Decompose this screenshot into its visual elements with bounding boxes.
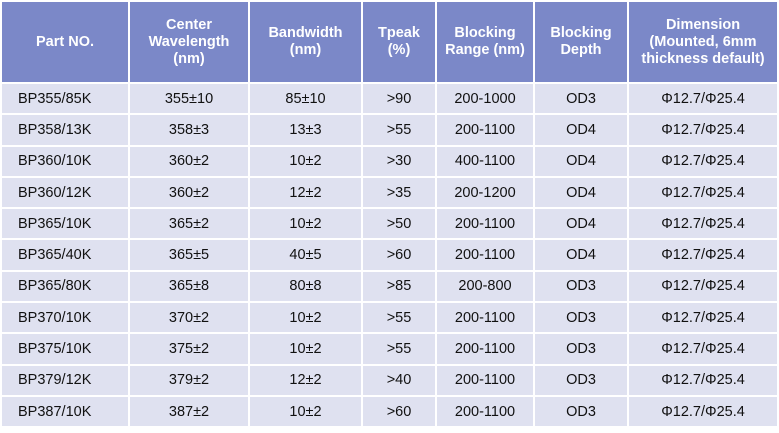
cell-center-wavelength: 360±2 — [130, 146, 248, 176]
header-part-no: Part NO. — [2, 2, 128, 82]
table-row: BP358/13K 358±3 13±3 >55 200-1100 OD4 Φ12.7/Φ2… — [2, 115, 777, 145]
cell-blocking-depth: OD4 — [535, 146, 627, 176]
cell-center-wavelength: 358±3 — [130, 115, 248, 145]
table-row: BP365/80K 365±8 80±8 >85 200-800 OD3 Φ12.7/Φ25… — [2, 271, 777, 302]
cell-blocking-depth: OD3 — [535, 365, 627, 395]
table-row: BP379/12K 379±2 12±2 >40 200-1100 OD3 Φ12.7/Φ2… — [2, 365, 777, 395]
cell-center-wavelength: 365±2 — [130, 209, 248, 239]
cell-tpeak: >60 — [363, 396, 435, 427]
cell-tpeak: >55 — [363, 334, 435, 364]
cell-bandwidth: 10±2 — [250, 209, 361, 239]
header-center-wavelength: Center Wavelength (nm) — [130, 2, 248, 82]
cell-blocking-depth: OD3 — [535, 334, 627, 364]
cell-center-wavelength: 360±2 — [130, 177, 248, 208]
header-blocking-range: Blocking Range (nm) — [437, 2, 533, 82]
cell-bandwidth: 40±5 — [250, 240, 361, 270]
cell-dimension: Φ12.7/Φ25.4 — [629, 84, 777, 114]
cell-part-no: BP360/10K — [2, 146, 128, 176]
header-dimension: Dimension (Mounted, 6mm thickness defaul… — [629, 2, 777, 82]
table-row: BP387/10K 387±2 10±2 >60 200-1100 OD3 Φ12.7/Φ2… — [2, 396, 777, 427]
cell-center-wavelength: 375±2 — [130, 334, 248, 364]
cell-blocking-range: 200-1100 — [437, 396, 533, 427]
cell-dimension: Φ12.7/Φ25.4 — [629, 271, 777, 302]
cell-blocking-depth: OD4 — [535, 209, 627, 239]
cell-part-no: BP355/85K — [2, 84, 128, 114]
cell-part-no: BP365/40K — [2, 240, 128, 270]
table-row: BP365/40K 365±5 40±5 >60 200-1100 OD4 Φ12.7/Φ2… — [2, 240, 777, 270]
cell-blocking-range: 200-1100 — [437, 334, 533, 364]
cell-part-no: BP375/10K — [2, 334, 128, 364]
cell-blocking-depth: OD3 — [535, 84, 627, 114]
cell-tpeak: >90 — [363, 84, 435, 114]
cell-blocking-range: 200-1100 — [437, 365, 533, 395]
table-row: BP360/10K 360±2 10±2 >30 400-1100 OD4 Φ12.7/Φ2… — [2, 146, 777, 176]
cell-part-no: BP379/12K — [2, 365, 128, 395]
cell-dimension: Φ12.7/Φ25.4 — [629, 334, 777, 364]
cell-tpeak: >85 — [363, 271, 435, 302]
cell-blocking-depth: OD3 — [535, 396, 627, 427]
cell-part-no: BP387/10K — [2, 396, 128, 427]
cell-blocking-depth: OD4 — [535, 177, 627, 208]
cell-part-no: BP370/10K — [2, 303, 128, 333]
cell-bandwidth: 12±2 — [250, 365, 361, 395]
cell-dimension: Φ12.7/Φ25.4 — [629, 396, 777, 427]
cell-tpeak: >60 — [363, 240, 435, 270]
cell-tpeak: >35 — [363, 177, 435, 208]
cell-blocking-range: 200-1200 — [437, 177, 533, 208]
cell-tpeak: >30 — [363, 146, 435, 176]
table-row: BP365/10K 365±2 10±2 >50 200-1100 OD4 Φ12.7/Φ2… — [2, 209, 777, 239]
cell-blocking-range: 400-1100 — [437, 146, 533, 176]
cell-center-wavelength: 370±2 — [130, 303, 248, 333]
cell-blocking-depth: OD3 — [535, 271, 627, 302]
cell-bandwidth: 10±2 — [250, 146, 361, 176]
cell-blocking-depth: OD4 — [535, 115, 627, 145]
cell-blocking-range: 200-1100 — [437, 115, 533, 145]
cell-center-wavelength: 355±10 — [130, 84, 248, 114]
cell-tpeak: >55 — [363, 303, 435, 333]
cell-dimension: Φ12.7/Φ25.4 — [629, 146, 777, 176]
cell-dimension: Φ12.7/Φ25.4 — [629, 209, 777, 239]
cell-bandwidth: 80±8 — [250, 271, 361, 302]
cell-blocking-depth: OD3 — [535, 303, 627, 333]
cell-dimension: Φ12.7/Φ25.4 — [629, 240, 777, 270]
cell-tpeak: >55 — [363, 115, 435, 145]
cell-bandwidth: 10±2 — [250, 334, 361, 364]
cell-dimension: Φ12.7/Φ25.4 — [629, 365, 777, 395]
table-row: BP355/85K 355±10 85±10 >90 200-1000 OD3 Φ12.7/… — [2, 84, 777, 114]
cell-dimension: Φ12.7/Φ25.4 — [629, 115, 777, 145]
cell-blocking-range: 200-800 — [437, 271, 533, 302]
cell-dimension: Φ12.7/Φ25.4 — [629, 177, 777, 208]
cell-part-no: BP358/13K — [2, 115, 128, 145]
table-row: BP375/10K 375±2 10±2 >55 200-1100 OD3 Φ12.7/Φ2… — [2, 334, 777, 364]
header-tpeak: Tpeak (%) — [363, 2, 435, 82]
cell-center-wavelength: 365±5 — [130, 240, 248, 270]
cell-part-no: BP365/80K — [2, 271, 128, 302]
cell-blocking-range: 200-1100 — [437, 209, 533, 239]
cell-part-no: BP360/12K — [2, 177, 128, 208]
cell-bandwidth: 85±10 — [250, 84, 361, 114]
cell-blocking-range: 200-1000 — [437, 84, 533, 114]
header-blocking-depth: Blocking Depth — [535, 2, 627, 82]
cell-center-wavelength: 365±8 — [130, 271, 248, 302]
cell-bandwidth: 13±3 — [250, 115, 361, 145]
header-bandwidth: Bandwidth (nm) — [250, 2, 361, 82]
cell-center-wavelength: 387±2 — [130, 396, 248, 427]
cell-tpeak: >40 — [363, 365, 435, 395]
table-row: BP370/10K 370±2 10±2 >55 200-1100 OD3 Φ12.7/Φ2… — [2, 303, 777, 333]
cell-blocking-range: 200-1100 — [437, 303, 533, 333]
cell-part-no: BP365/10K — [2, 209, 128, 239]
cell-blocking-depth: OD4 — [535, 240, 627, 270]
cell-tpeak: >50 — [363, 209, 435, 239]
cell-center-wavelength: 379±2 — [130, 365, 248, 395]
table-row: BP360/12K 360±2 12±2 >35 200-1200 OD4 Φ12.7/Φ2… — [2, 177, 777, 208]
cell-bandwidth: 10±2 — [250, 303, 361, 333]
cell-bandwidth: 12±2 — [250, 177, 361, 208]
header-row: Part NO. Center Wavelength (nm) Bandwidth … — [2, 2, 777, 82]
cell-blocking-range: 200-1100 — [437, 240, 533, 270]
cell-dimension: Φ12.7/Φ25.4 — [629, 303, 777, 333]
cell-bandwidth: 10±2 — [250, 396, 361, 427]
